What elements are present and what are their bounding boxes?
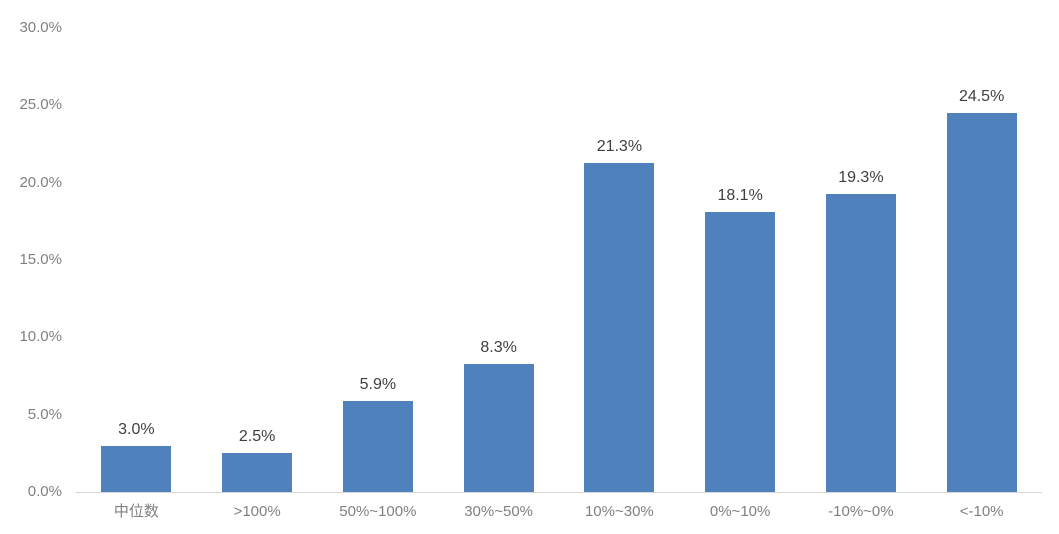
bar bbox=[825, 193, 896, 492]
x-axis-category-label: 中位数 bbox=[113, 503, 159, 520]
bar-value-label: 2.5% bbox=[238, 428, 276, 446]
y-axis-tick-label: 20.0% bbox=[19, 173, 62, 191]
y-axis-tick-label: 15.0% bbox=[19, 251, 62, 268]
x-axis-category-label: <-10% bbox=[959, 503, 1004, 520]
bar-value-label: 18.1% bbox=[717, 187, 763, 205]
y-axis-tick-label: 25.0% bbox=[19, 96, 62, 114]
x-axis-category-label: >100% bbox=[233, 503, 281, 520]
bar bbox=[342, 400, 413, 492]
x-axis-category-label: 0%~10% bbox=[709, 503, 771, 520]
x-axis-category-label: 30%~50% bbox=[464, 503, 534, 520]
x-axis-category-label: -10%~0% bbox=[828, 503, 894, 520]
y-axis-tick-label: 0.0% bbox=[27, 483, 62, 500]
bar bbox=[101, 445, 172, 492]
bar bbox=[463, 363, 534, 492]
bar-value-label: 3.0% bbox=[118, 420, 155, 438]
y-axis-tick-label: 5.0% bbox=[27, 405, 62, 423]
y-axis-tick-label: 30.0% bbox=[19, 19, 62, 36]
plot-area: 3.0% 2.5% 5.9% 8.3% 21.3% 18.1% 19.3% 24.5% bbox=[76, 28, 1042, 493]
bar-value-label: 5.9% bbox=[359, 375, 397, 393]
y-axis: 0.0% 5.0% 10.0% 15.0% 20.0% 25.0% 30.0% bbox=[0, 0, 62, 534]
x-axis-category-label: 10%~30% bbox=[584, 503, 654, 520]
x-axis-line bbox=[76, 492, 1042, 493]
bar bbox=[222, 453, 293, 492]
bar bbox=[705, 212, 776, 492]
bar bbox=[584, 162, 655, 492]
x-axis-category-label: 50%~100% bbox=[339, 503, 417, 520]
y-axis-tick-label: 10.0% bbox=[19, 328, 62, 346]
bar bbox=[946, 113, 1017, 492]
bar-value-label: 21.3% bbox=[596, 137, 643, 155]
x-axis: 中位数 >100% 50%~100% 30%~50% 10%~30% 0%~10% -10%… bbox=[76, 502, 1042, 526]
bar-value-label: 8.3% bbox=[480, 338, 517, 356]
bar-value-label: 24.5% bbox=[958, 88, 1005, 106]
bar-value-label: 19.3% bbox=[838, 168, 884, 186]
